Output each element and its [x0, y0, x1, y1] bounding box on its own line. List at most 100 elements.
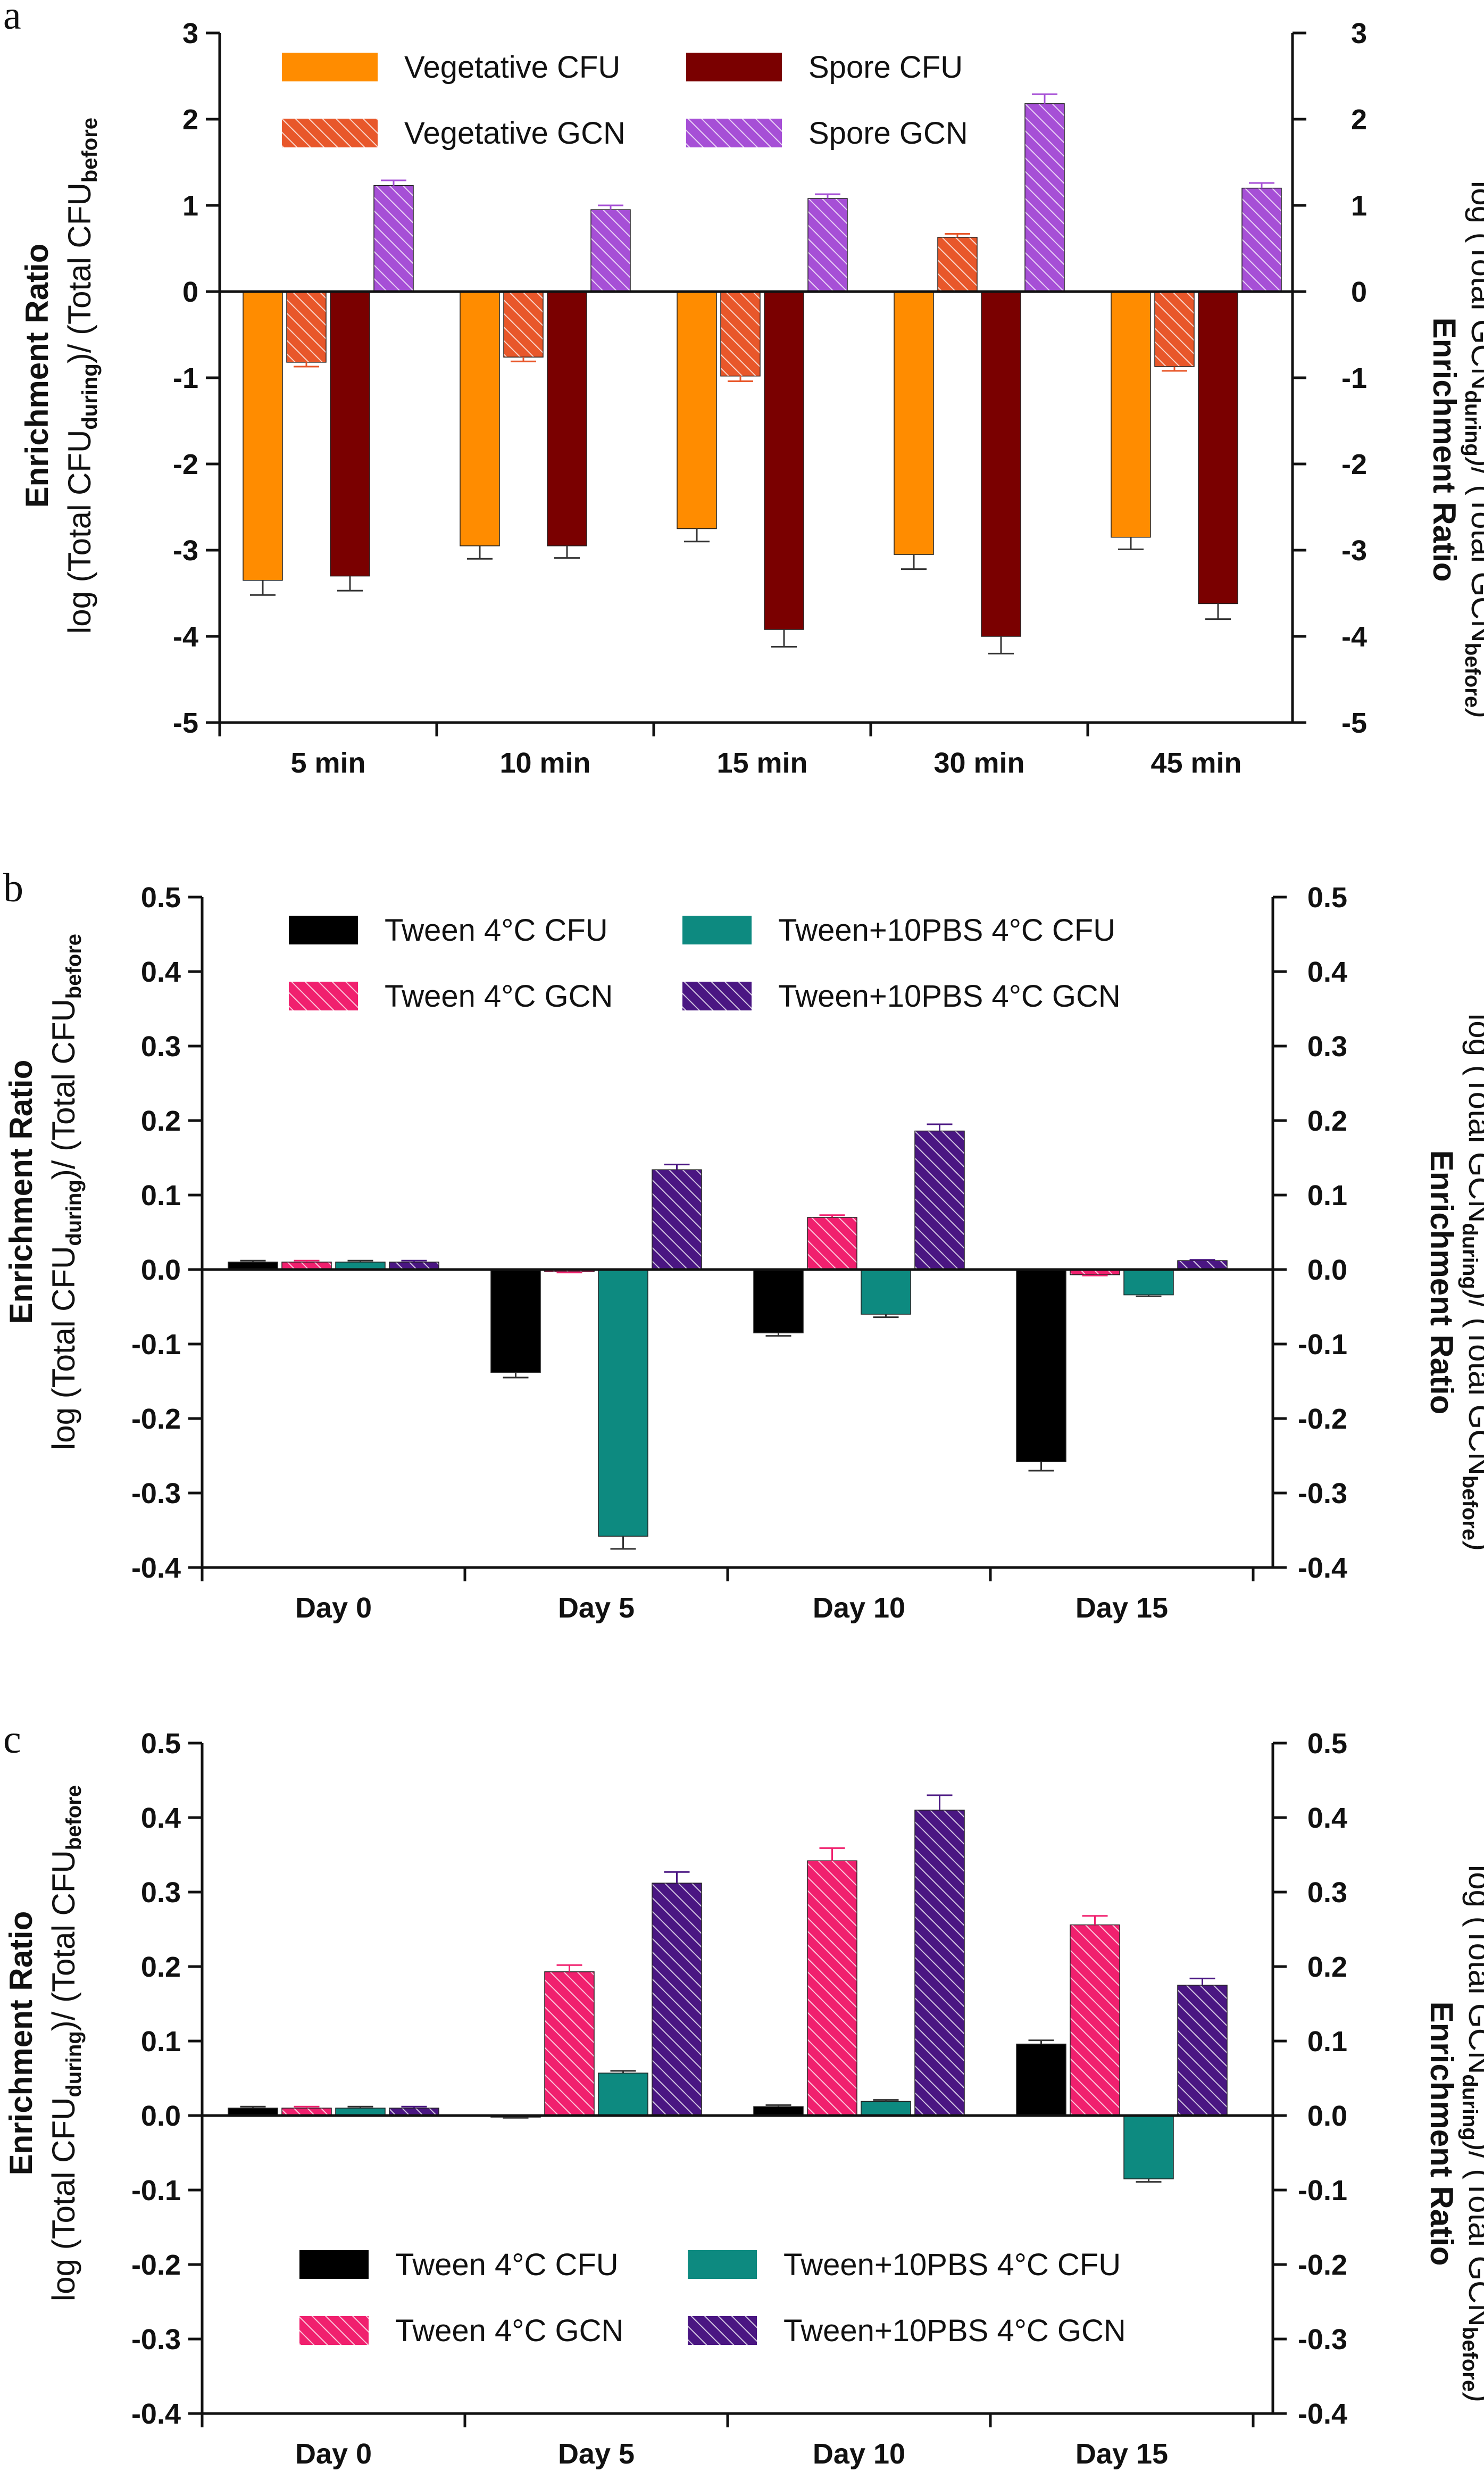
panel-b-x-axis: Day 0 Day 5 Day 10 Day 15: [201, 1566, 1273, 1624]
bar-spore-gcn-5-min: [373, 185, 414, 292]
legend-item-spore-gcn: Spore GCN: [686, 116, 968, 151]
legend-label: Tween 4°C GCN: [385, 979, 613, 1014]
legend-swatch: [688, 2316, 757, 2345]
panel-c-ylabel-right-line1: Enrichment Ratio: [1424, 2002, 1460, 2266]
panel-a-left-axis: 3 2 1 0 -1 -2 -3 -4 -5: [173, 18, 221, 739]
left-y-tick-label: -4: [173, 621, 198, 653]
bar-vegetative-gcn-5-min: [286, 291, 327, 363]
left-y-tick-label: -0.1: [131, 1329, 181, 1361]
bar-vegetative-gcn-30-min: [937, 237, 978, 292]
right-y-tick-label: -0.1: [1298, 1329, 1347, 1361]
right-y-tick-label: 3: [1351, 18, 1367, 49]
bar-tween-10pbs-4-c-gcn-day-5: [652, 1169, 702, 1270]
legend-swatch: [282, 53, 378, 81]
legend-swatch: [299, 2250, 369, 2279]
panel-a: a 3 2 1 0 -1 -2 -3 -4 -5 3 2 1 0 -1 -2 -3 -4 -5 5 min 10 …: [3, 0, 1484, 779]
bar-tween-10pbs-4-c-cfu-day-10: [861, 1269, 911, 1315]
right-y-tick-label: -1: [1341, 362, 1367, 394]
right-y-tick-label: 0.5: [1307, 882, 1347, 914]
bar-vegetative-gcn-15-min: [720, 291, 761, 377]
bar-spore-gcn-30-min: [1024, 103, 1065, 292]
bar-vegetative-cfu-5-min: [243, 291, 283, 581]
legend-swatch: [682, 916, 752, 944]
panel-c-left-ylabel: Enrichment Ratio log (Total CFUduring)/ …: [3, 1785, 86, 2301]
bar-tween-4-c-gcn-day-10: [807, 1217, 857, 1270]
panel-a-ylabel-line2: log (Total CFUduring)/ (Total CFUbefore: [62, 118, 102, 634]
legend-swatch: [282, 119, 378, 147]
left-y-tick-label: -0.4: [131, 2398, 181, 2430]
bar-tween-10pbs-4-c-gcn-day-15: [1177, 1260, 1228, 1270]
bar-tween-10pbs-4-c-cfu-day-10: [861, 2101, 911, 2116]
left-y-tick-label: 0.3: [141, 1031, 181, 1063]
panel-c-legend: Tween 4°C CFU Tween 4°C GCN Tween+10PBS 4°…: [299, 2248, 1126, 2348]
left-y-tick-label: -0.2: [131, 1403, 181, 1435]
x-tick-label-30-min: 30 min: [933, 747, 1024, 779]
x-tick-label-day-15: Day 15: [1076, 2438, 1168, 2470]
panel-b-ylabel-line2: log (Total CFUduring)/ (Total CFUbefore: [46, 934, 86, 1450]
left-y-tick-label: 0.3: [141, 1877, 181, 1909]
bar-tween-10pbs-4-c-cfu-day-5: [598, 1269, 648, 1537]
legend-item-tween-4-c-gcn: Tween 4°C GCN: [299, 2313, 623, 2348]
panel-c-x-axis: Day 0 Day 5 Day 10 Day 15: [201, 2412, 1273, 2470]
panel-a-right-ylabel: Enrichment Ratio log (Total GCNduring)/ …: [1427, 181, 1484, 718]
panel-a-right-axis: 3 2 1 0 -1 -2 -3 -4 -5: [1291, 18, 1367, 739]
left-y-tick-label: -3: [173, 535, 198, 567]
bar-vegetative-cfu-10-min: [460, 291, 500, 546]
right-y-tick-label: 0: [1351, 276, 1367, 308]
bar-tween-4-c-gcn-day-15: [1070, 1924, 1120, 2116]
legend-label: Tween 4°C CFU: [385, 913, 608, 948]
legend-item-tween-10pbs-4-c-cfu: Tween+10PBS 4°C CFU: [688, 2248, 1121, 2282]
x-tick-label-day-0: Day 0: [295, 2438, 372, 2470]
legend-item-tween-4-c-cfu: Tween 4°C CFU: [289, 913, 608, 948]
right-y-tick-label: 0.3: [1307, 1877, 1347, 1909]
left-y-tick-label: -0.2: [131, 2249, 181, 2281]
right-y-tick-label: 0.0: [1307, 1254, 1347, 1286]
panel-c-ylabel-right-line2: log (Total GCNduring)/ (Total GCNbefore): [1458, 1865, 1484, 2402]
legend-item-tween-10pbs-4-c-gcn: Tween+10PBS 4°C GCN: [688, 2313, 1126, 2348]
legend-label: Tween+10PBS 4°C CFU: [783, 2248, 1121, 2282]
panel-b-left-axis: 0.5 0.4 0.3 0.2 0.1 0.0 -0.1 -0.2 -0.3 -0.4: [131, 882, 204, 1584]
panel-a-ylabel-right-line1: Enrichment Ratio: [1427, 318, 1462, 582]
legend-label: Spore CFU: [808, 50, 963, 85]
x-tick-label-45-min: 45 min: [1150, 747, 1241, 779]
panel-b-right-ylabel: Enrichment Ratio log (Total GCNduring)/ …: [1424, 1014, 1484, 1551]
bar-vegetative-cfu-30-min: [894, 291, 934, 555]
left-y-tick-label: 0.2: [141, 1951, 181, 1983]
right-y-tick-label: -0.4: [1298, 1552, 1347, 1584]
panel-a-ylabel-line1: Enrichment Ratio: [19, 244, 55, 508]
x-tick-label-day-15: Day 15: [1076, 1592, 1168, 1624]
panel-c-label: c: [3, 1717, 21, 1762]
left-y-tick-label: 0.1: [141, 2026, 181, 2058]
panel-b-left-ylabel: Enrichment Ratio log (Total CFUduring)/ …: [3, 934, 86, 1450]
panel-c-ylabel-line2: log (Total CFUduring)/ (Total CFUbefore: [46, 1785, 86, 2301]
right-y-tick-label: -4: [1341, 621, 1367, 653]
legend-label: Vegetative CFU: [404, 50, 620, 85]
panel-a-left-ylabel: Enrichment Ratio log (Total CFUduring)/ …: [19, 118, 102, 634]
bar-tween-10pbs-4-c-gcn-day-5: [652, 1882, 702, 2116]
legend-label: Tween+10PBS 4°C GCN: [783, 2313, 1126, 2348]
left-y-tick-label: 0.5: [141, 882, 181, 914]
right-y-tick-label: 0.1: [1307, 2026, 1347, 2058]
legend-swatch: [686, 119, 782, 147]
right-y-tick-label: 0.5: [1307, 1728, 1347, 1760]
right-y-tick-label: 0.0: [1307, 2100, 1347, 2132]
bar-tween-10pbs-4-c-gcn-day-10: [914, 1810, 965, 2116]
legend-item-tween-10pbs-4-c-cfu: Tween+10PBS 4°C CFU: [682, 913, 1115, 948]
right-y-tick-label: -0.2: [1298, 1403, 1347, 1435]
bar-spore-cfu-5-min: [330, 291, 370, 577]
legend-item-tween-10pbs-4-c-gcn: Tween+10PBS 4°C GCN: [682, 979, 1121, 1014]
x-tick-label-day-10: Day 10: [813, 1592, 905, 1624]
right-y-tick-label: -3: [1341, 535, 1367, 567]
bar-tween-4-c-gcn-day-10: [807, 1860, 857, 2116]
panel-b: b 0.5 0.4 0.3 0.2 0.1 0.0 -0.1 -0.2 -0.3 -0.4 0.5…: [3, 866, 1484, 1624]
right-y-tick-label: 2: [1351, 104, 1367, 136]
right-y-tick-label: 0.2: [1307, 1105, 1347, 1137]
legend-label: Vegetative GCN: [404, 116, 626, 151]
x-tick-label-day-5: Day 5: [558, 2438, 635, 2470]
legend-swatch: [299, 2316, 369, 2345]
panel-a-legend: Vegetative CFU Vegetative GCN Spore CFU Spo…: [282, 50, 968, 151]
left-y-tick-label: -0.1: [131, 2175, 181, 2207]
panel-b-ylabel-right-line1: Enrichment Ratio: [1424, 1150, 1460, 1415]
right-y-tick-label: -2: [1341, 449, 1367, 480]
legend-item-tween-4-c-cfu: Tween 4°C CFU: [299, 2248, 619, 2282]
